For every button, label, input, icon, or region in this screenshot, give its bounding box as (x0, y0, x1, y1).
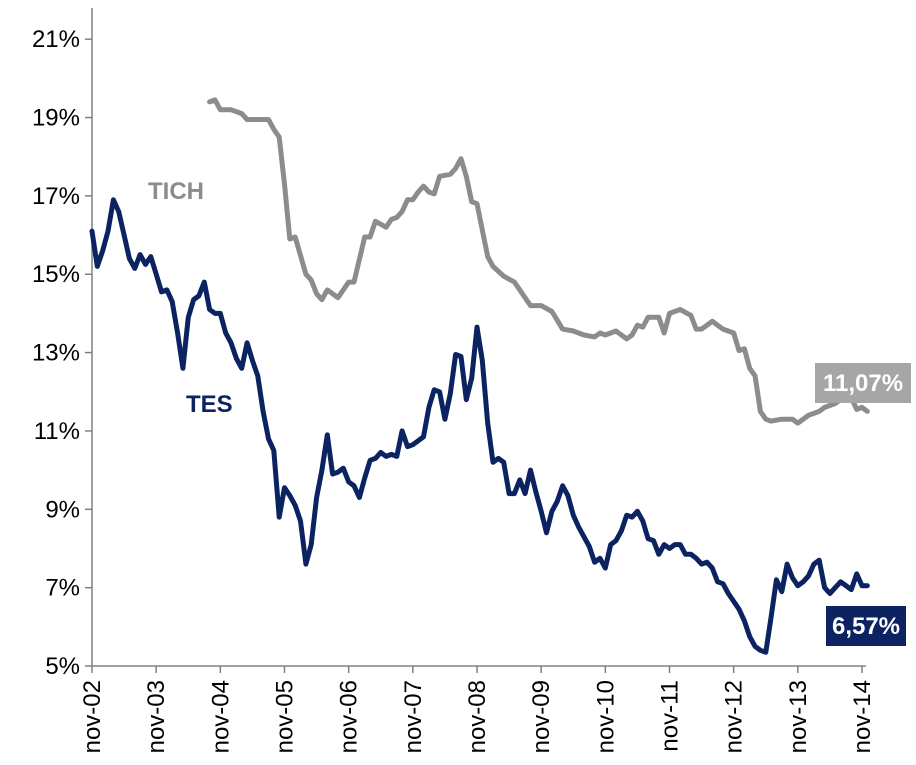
y-tick-label: 19% (32, 105, 80, 132)
x-tick-label: nov-06 (336, 680, 363, 753)
end-label-tes-box (826, 606, 906, 646)
y-tick-label: 7% (45, 575, 80, 602)
end-label-tich-text: 11,07% (823, 370, 903, 397)
series-label-tich: TICH (148, 178, 204, 205)
x-tick-label: nov-11 (657, 680, 684, 752)
end-label-tich-box (815, 363, 911, 403)
x-tick-label: nov-10 (592, 680, 619, 753)
y-tick-label: 11% (34, 418, 80, 445)
y-tick-label: 17% (32, 183, 80, 210)
x-tick-label: nov-14 (849, 680, 876, 753)
series-line-tich (207, 97, 870, 426)
series-label-tes: TES (186, 391, 233, 418)
y-axis: 5% 7% 9% 11% 13% 15% 17% 19% 21% (32, 8, 93, 680)
y-tick-label: 15% (32, 261, 80, 288)
end-label-tes: 6,57% (826, 606, 906, 646)
end-label-tich: 11,07% (815, 363, 911, 403)
y-tick-label: 13% (32, 340, 80, 367)
x-tick-label: nov-03 (143, 680, 170, 753)
x-tick-label: nov-09 (528, 680, 555, 753)
x-tick-label: nov-07 (400, 680, 427, 753)
y-tick-label: 9% (45, 496, 80, 523)
x-tick-label: nov-04 (207, 680, 234, 753)
end-label-tes-text: 6,57% (832, 613, 900, 640)
x-tick-label: nov-12 (721, 680, 748, 753)
x-tick-label: nov-13 (785, 680, 812, 753)
series-lines (89, 97, 870, 655)
x-tick-label: nov-02 (79, 680, 106, 753)
x-tick-label: nov-05 (272, 680, 299, 753)
y-tick-label: 21% (32, 26, 80, 53)
x-axis: nov-02 nov-03 nov-04 nov-05 nov-06 nov-07 nov-… (79, 665, 876, 753)
x-tick-label: nov-08 (464, 680, 491, 753)
y-tick-label: 5% (45, 653, 80, 680)
series-line-tes (89, 197, 870, 655)
